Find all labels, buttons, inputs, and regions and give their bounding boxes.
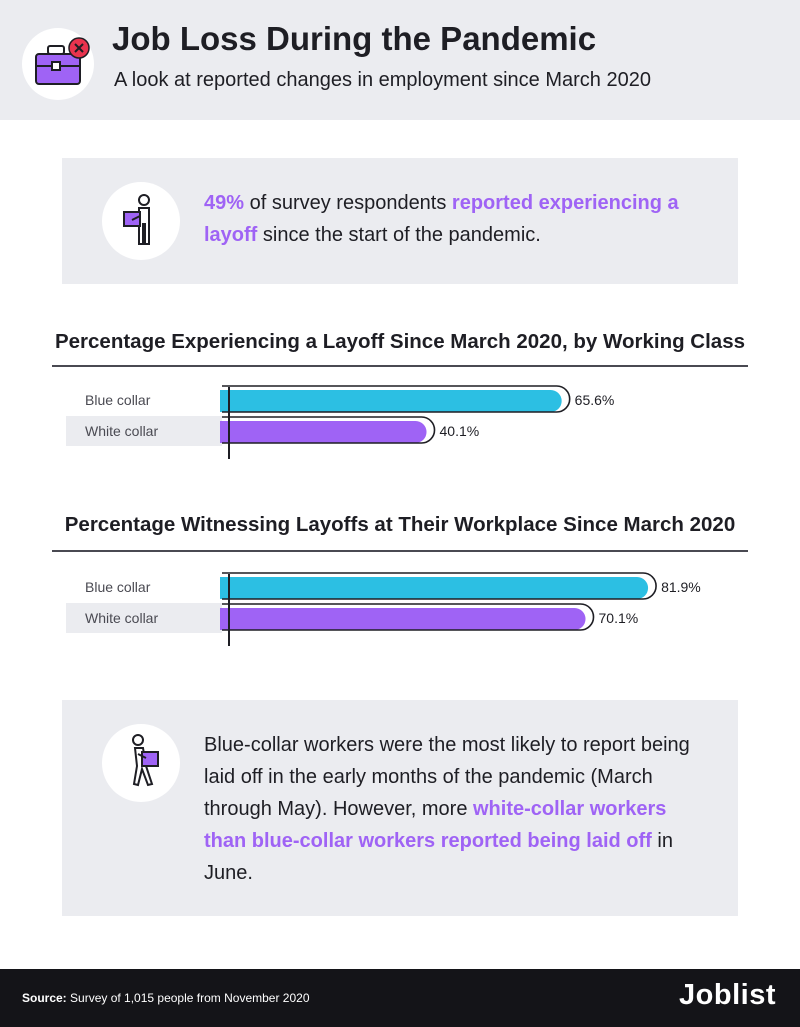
- category-label-bg: [66, 416, 222, 446]
- footer: Source: Survey of 1,015 people from Nove…: [0, 969, 800, 1027]
- header: Job Loss During the Pandemic A look at r…: [0, 0, 800, 120]
- insight-callout: Blue-collar workers were the most likely…: [62, 700, 738, 916]
- category-label-bg: [66, 603, 222, 633]
- worker-with-box-icon: [102, 182, 180, 260]
- chart-1-title: Percentage Experiencing a Layoff Since M…: [54, 330, 746, 353]
- divider: [52, 365, 748, 367]
- source-text: Survey of 1,015 people from November 202…: [66, 991, 310, 1005]
- category-label: White collar: [85, 423, 158, 439]
- bar-base: [220, 577, 234, 599]
- insight-text: Blue-collar workers were the most likely…: [204, 729, 694, 889]
- layoff-bar-chart: Blue collar White collar 65.6% 40.1%: [66, 385, 615, 459]
- bar: [222, 421, 427, 443]
- bar-outline: [222, 572, 657, 600]
- bar: [222, 390, 562, 412]
- witnessing-layoffs-bar-chart: Blue collar White collar 81.9% 70.1%: [66, 572, 701, 646]
- source-note: Source: Survey of 1,015 people from Nove…: [22, 991, 310, 1005]
- page-title: Job Loss During the Pandemic: [112, 20, 597, 57]
- bar-base: [220, 608, 234, 630]
- value-label: 81.9%: [661, 579, 701, 595]
- brand-logo: Joblist: [679, 979, 776, 1011]
- page-subtitle: A look at reported changes in employment…: [114, 69, 651, 91]
- insight-text-part: in June.: [204, 830, 673, 884]
- bar-outline: [222, 416, 436, 444]
- bar-base: [220, 421, 234, 443]
- divider: [52, 550, 748, 552]
- insight-highlight: white-collar workers than blue-collar wo…: [204, 798, 667, 852]
- stat-highlight-phrase: reported experiencing a layoff: [204, 192, 679, 246]
- stat-text-part: of survey respondents: [244, 192, 452, 214]
- value-label: 70.1%: [599, 610, 639, 626]
- stat-highlight: 49%: [204, 192, 245, 214]
- bar-base: [220, 390, 234, 412]
- category-label: Blue collar: [85, 392, 151, 408]
- insight-text-part: Blue-collar workers were the most likely…: [204, 734, 690, 820]
- bar: [222, 577, 649, 599]
- bar-outline: [222, 385, 571, 413]
- stat-text-part: since the start of the pandemic.: [257, 224, 541, 246]
- stat-callout: 49% of survey respondents reported exper…: [62, 158, 738, 284]
- category-label: Blue collar: [85, 579, 151, 595]
- bar-outline: [222, 603, 595, 631]
- category-label: White collar: [85, 610, 158, 626]
- stat-text: 49% of survey respondents reported exper…: [204, 187, 704, 251]
- chart-2-title: Percentage Witnessing Layoffs at Their W…: [64, 513, 736, 536]
- value-label: 65.6%: [575, 392, 615, 408]
- worker-walking-with-box-icon: [102, 724, 180, 802]
- briefcase-x-icon: [22, 28, 94, 100]
- source-label: Source:: [22, 991, 67, 1005]
- bar: [222, 608, 586, 630]
- value-label: 40.1%: [440, 423, 480, 439]
